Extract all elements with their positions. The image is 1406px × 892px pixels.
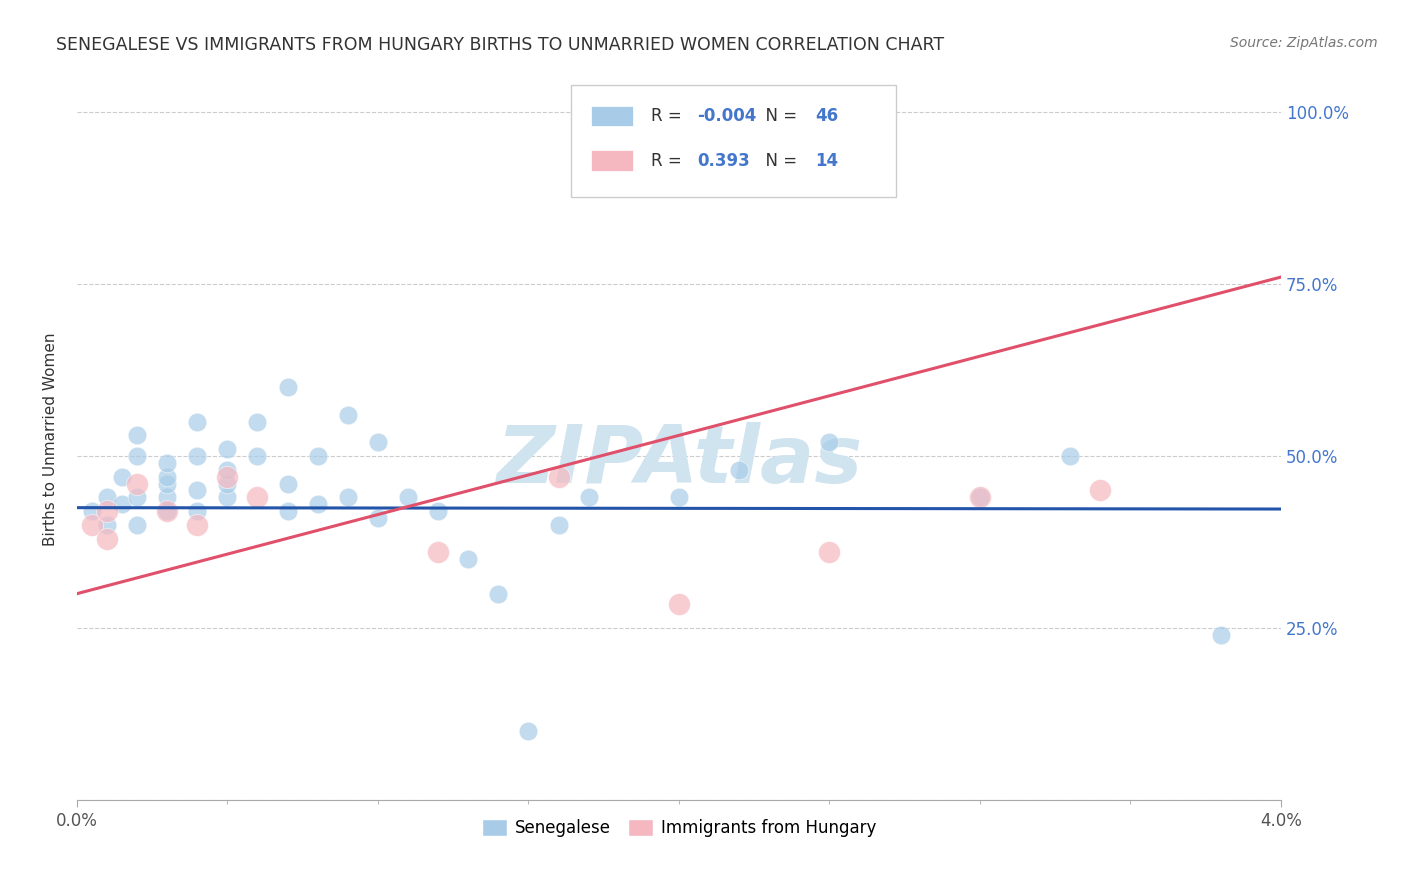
Point [246,415,269,429]
Point [156,504,179,518]
Point [96,517,118,532]
Point [217,442,239,457]
Point [547,517,569,532]
Point [217,491,239,505]
Text: R =: R = [651,107,688,125]
Point [668,491,690,505]
Point [186,483,208,498]
Point [818,545,841,559]
Point [277,504,299,518]
Point [111,497,134,511]
Point [80,517,103,532]
Text: 46: 46 [815,107,838,125]
Point [186,415,208,429]
FancyBboxPatch shape [591,151,633,170]
Point [818,435,841,450]
Point [156,476,179,491]
FancyBboxPatch shape [591,105,633,126]
Legend: Senegalese, Immigrants from Hungary: Senegalese, Immigrants from Hungary [475,813,883,844]
Point [307,497,329,511]
Point [96,504,118,518]
Point [186,517,208,532]
Text: -0.004: -0.004 [697,107,756,125]
Text: R =: R = [651,152,688,169]
Point [246,491,269,505]
Point [307,449,329,463]
Point [111,469,134,483]
Text: SENEGALESE VS IMMIGRANTS FROM HUNGARY BIRTHS TO UNMARRIED WOMEN CORRELATION CHAR: SENEGALESE VS IMMIGRANTS FROM HUNGARY BI… [56,36,945,54]
Point [367,511,389,525]
Point [1059,449,1081,463]
Point [396,491,419,505]
Text: Source: ZipAtlas.com: Source: ZipAtlas.com [1230,36,1378,50]
Text: 0.393: 0.393 [697,152,749,169]
Point [156,456,179,470]
Point [336,408,359,422]
Point [96,532,118,546]
Point [277,476,299,491]
Point [217,469,239,483]
Point [156,504,179,518]
Text: ZIPAtlas: ZIPAtlas [496,422,862,500]
Point [246,449,269,463]
Point [367,435,389,450]
Point [578,491,600,505]
Point [1209,628,1232,642]
Point [427,545,450,559]
Point [80,504,103,518]
Point [1090,483,1112,498]
Point [668,597,690,611]
Point [125,476,148,491]
Point [336,491,359,505]
Text: 14: 14 [815,152,838,169]
Point [427,504,450,518]
Point [728,463,751,477]
Point [486,587,509,601]
Text: N =: N = [755,107,803,125]
Point [125,449,148,463]
Point [457,552,479,566]
Point [96,491,118,505]
Text: N =: N = [755,152,803,169]
FancyBboxPatch shape [571,85,896,197]
Point [125,428,148,442]
Point [125,491,148,505]
Point [156,469,179,483]
Point [547,469,569,483]
Point [277,380,299,394]
Point [186,504,208,518]
Point [517,724,540,739]
Point [156,491,179,505]
Y-axis label: Births to Unmarried Women: Births to Unmarried Women [44,332,58,546]
Point [969,491,991,505]
Point [186,449,208,463]
Point [969,491,991,505]
Point [217,463,239,477]
Point [217,476,239,491]
Point [125,517,148,532]
